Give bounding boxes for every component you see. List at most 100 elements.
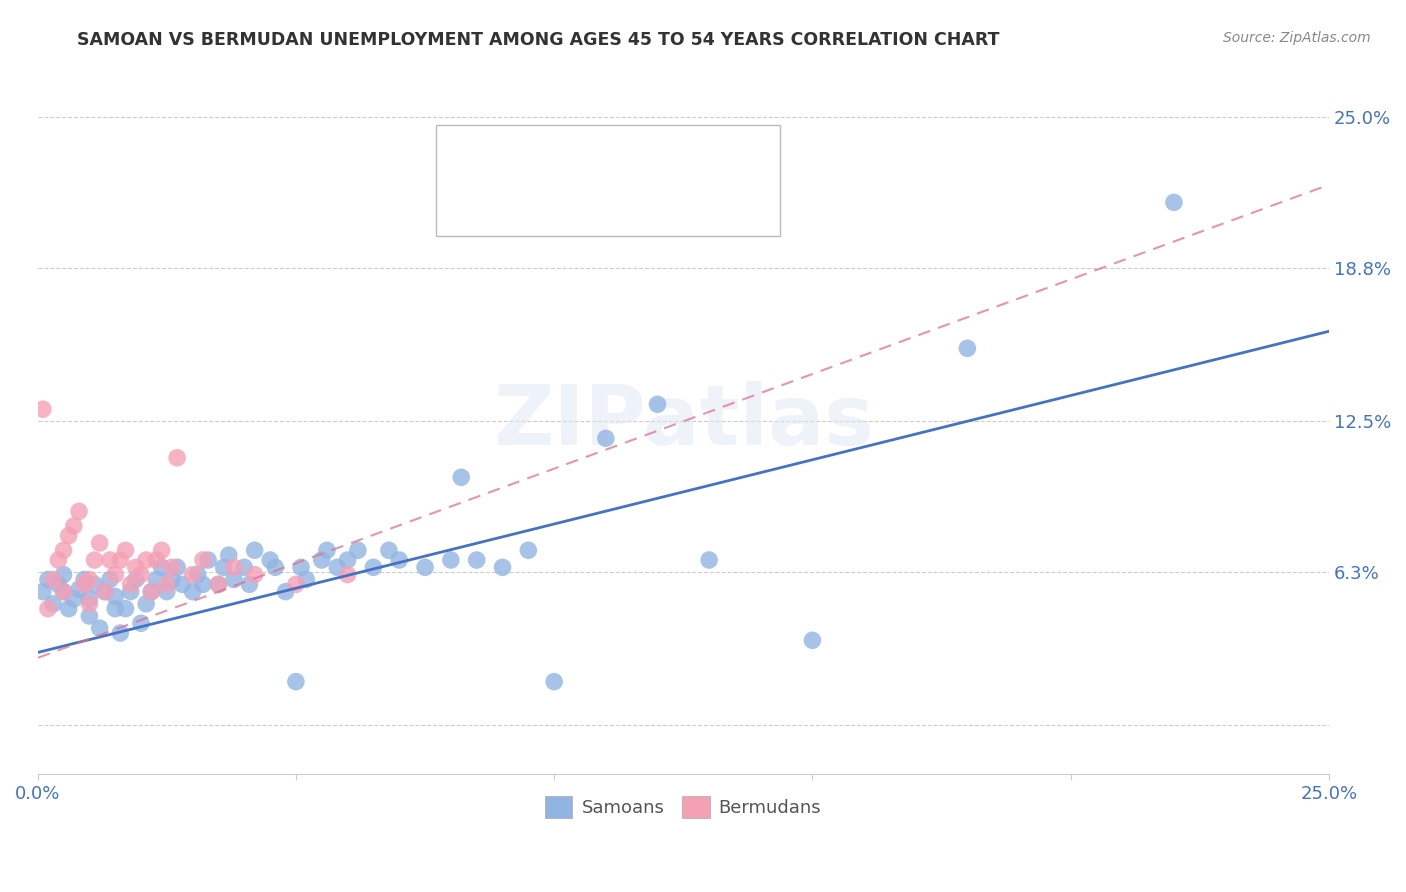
Samoans: [37, 573, 59, 587]
Samoans: [98, 573, 121, 587]
Bermudans: [79, 597, 101, 611]
Samoans: [259, 553, 281, 567]
Samoans: [697, 553, 720, 567]
Samoans: [129, 616, 152, 631]
Bermudans: [336, 567, 359, 582]
Bermudans: [114, 543, 136, 558]
Samoans: [73, 573, 96, 587]
Bermudans: [181, 567, 204, 582]
Samoans: [326, 560, 349, 574]
Samoans: [58, 601, 80, 615]
Text: N = 69: N = 69: [623, 153, 686, 171]
Bermudans: [160, 560, 183, 574]
Text: ZIPatlas: ZIPatlas: [492, 381, 873, 462]
Samoans: [187, 567, 209, 582]
Bermudans: [156, 577, 179, 591]
Samoans: [363, 560, 385, 574]
Samoans: [89, 621, 111, 635]
Samoans: [141, 584, 163, 599]
Samoans: [290, 560, 312, 574]
Samoans: [42, 597, 65, 611]
Bermudans: [207, 577, 229, 591]
Bermudans: [58, 529, 80, 543]
Bermudans: [104, 567, 127, 582]
Samoans: [94, 584, 117, 599]
Samoans: [347, 543, 370, 558]
Bermudans: [191, 553, 214, 567]
Samoans: [465, 553, 488, 567]
Samoans: [336, 553, 359, 567]
Samoans: [120, 584, 142, 599]
Bermudans: [52, 584, 75, 599]
Bermudans: [125, 560, 148, 574]
Samoans: [222, 573, 245, 587]
Text: R = 0.629: R = 0.629: [482, 153, 572, 171]
Bermudans: [166, 450, 188, 465]
Samoans: [207, 577, 229, 591]
Samoans: [125, 573, 148, 587]
Bermudans: [150, 543, 173, 558]
Bermudans: [52, 543, 75, 558]
Samoans: [595, 431, 617, 445]
Samoans: [388, 553, 411, 567]
Samoans: [316, 543, 339, 558]
Samoans: [79, 591, 101, 606]
Samoans: [160, 573, 183, 587]
Samoans: [274, 584, 297, 599]
Samoans: [1163, 195, 1185, 210]
Samoans: [956, 342, 979, 356]
Bermudans: [129, 567, 152, 582]
Text: ■: ■: [457, 199, 477, 219]
Bermudans: [120, 577, 142, 591]
Bermudans: [42, 573, 65, 587]
Bermudans: [222, 560, 245, 574]
Samoans: [52, 567, 75, 582]
Samoans: [181, 584, 204, 599]
Samoans: [67, 582, 90, 597]
Samoans: [46, 577, 69, 591]
Bermudans: [46, 553, 69, 567]
Samoans: [52, 584, 75, 599]
Legend: Samoans, Bermudans: Samoans, Bermudans: [538, 789, 828, 825]
Samoans: [135, 597, 157, 611]
Samoans: [233, 560, 256, 574]
Samoans: [264, 560, 287, 574]
Samoans: [647, 397, 669, 411]
Bermudans: [73, 577, 96, 591]
Text: ■: ■: [457, 153, 477, 172]
Bermudans: [31, 402, 53, 417]
Samoans: [79, 609, 101, 624]
Samoans: [110, 626, 132, 640]
Bermudans: [83, 553, 105, 567]
Samoans: [197, 553, 219, 567]
Samoans: [31, 584, 53, 599]
Samoans: [378, 543, 401, 558]
Samoans: [150, 560, 173, 574]
Samoans: [491, 560, 513, 574]
Bermudans: [284, 577, 307, 591]
Samoans: [413, 560, 436, 574]
Bermudans: [141, 584, 163, 599]
Bermudans: [89, 536, 111, 550]
Samoans: [63, 591, 86, 606]
Bermudans: [145, 553, 167, 567]
Bermudans: [37, 601, 59, 615]
Samoans: [212, 560, 235, 574]
Text: N = 36: N = 36: [623, 201, 686, 219]
Samoans: [104, 601, 127, 615]
Samoans: [284, 674, 307, 689]
Samoans: [114, 601, 136, 615]
Text: R = 0.467: R = 0.467: [482, 201, 572, 219]
Bermudans: [79, 573, 101, 587]
Bermudans: [243, 567, 266, 582]
Samoans: [450, 470, 472, 484]
Text: SAMOAN VS BERMUDAN UNEMPLOYMENT AMONG AGES 45 TO 54 YEARS CORRELATION CHART: SAMOAN VS BERMUDAN UNEMPLOYMENT AMONG AG…: [77, 31, 1000, 49]
Samoans: [543, 674, 565, 689]
Samoans: [172, 577, 194, 591]
Bermudans: [135, 553, 157, 567]
Samoans: [166, 560, 188, 574]
Samoans: [517, 543, 540, 558]
Samoans: [145, 573, 167, 587]
Text: Source: ZipAtlas.com: Source: ZipAtlas.com: [1223, 31, 1371, 45]
Samoans: [238, 577, 260, 591]
